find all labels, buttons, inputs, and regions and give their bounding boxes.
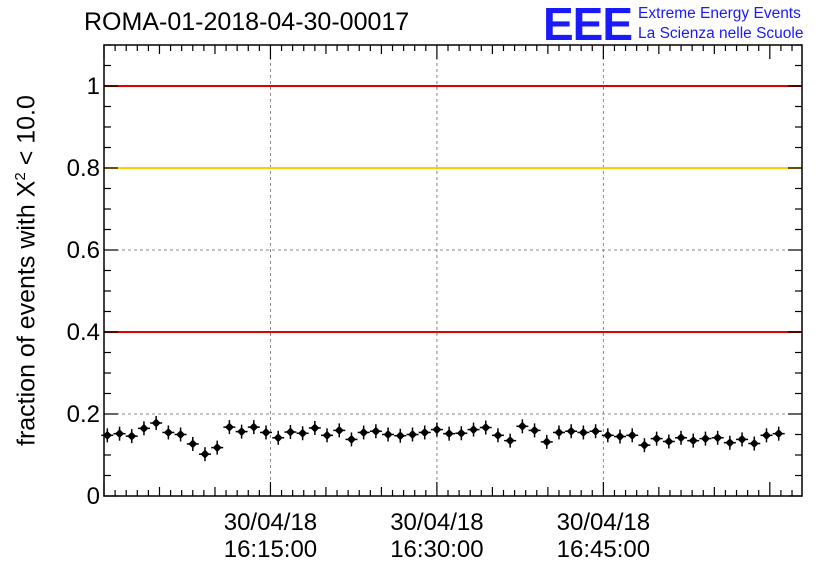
data-point	[749, 439, 759, 449]
y-tick-label: 0	[87, 483, 100, 510]
eee-logo-text: Extreme Energy Events La Scienza nelle S…	[638, 4, 803, 44]
data-point	[578, 427, 588, 437]
logo-line-1: Extreme Energy Events	[638, 5, 801, 22]
data-point	[383, 430, 393, 439]
data-point	[176, 430, 186, 439]
data-point	[432, 425, 442, 435]
data-point	[481, 423, 491, 433]
data-point	[261, 427, 271, 437]
data-point	[139, 423, 149, 433]
data-point	[163, 427, 173, 437]
eee-logo: EEE Extreme Energy Events La Scienza nel…	[543, 0, 804, 50]
plot-frame	[103, 44, 803, 497]
data-point	[200, 449, 210, 459]
x-tick-label-date: 30/04/18	[390, 509, 483, 536]
data-point	[407, 430, 417, 439]
data-point	[615, 432, 625, 442]
data-point	[127, 431, 137, 441]
y-tick-label: 1	[87, 73, 100, 100]
data-point	[725, 438, 735, 448]
data-point	[395, 431, 405, 441]
data-point	[737, 434, 747, 444]
data-point	[273, 433, 283, 443]
data-point	[115, 429, 125, 439]
data-point	[700, 434, 710, 444]
data-point	[761, 430, 771, 440]
data-point	[346, 434, 356, 444]
data-point	[420, 427, 430, 437]
data-point	[542, 437, 552, 447]
data-point	[249, 422, 259, 432]
x-tick-label-time: 16:15:00	[224, 536, 317, 563]
data-point	[456, 428, 466, 438]
data-point	[469, 425, 479, 435]
data-point	[639, 440, 649, 450]
data-point	[603, 430, 613, 440]
x-tick-label-time: 16:45:00	[557, 536, 650, 563]
data-point	[212, 443, 222, 453]
x-tick-label-time: 16:30:00	[390, 536, 483, 563]
data-point	[591, 426, 601, 436]
data-point	[627, 430, 637, 440]
data-point	[664, 436, 674, 446]
data-point	[530, 425, 540, 435]
data-point	[517, 421, 527, 431]
data-point	[713, 433, 723, 443]
data-point	[188, 439, 198, 449]
y-tick-label: 0.2	[67, 401, 100, 428]
data-point	[774, 429, 784, 439]
data-point	[676, 433, 686, 443]
chart-title: ROMA-01-2018-04-30-00017	[84, 8, 410, 36]
data-point	[102, 430, 112, 440]
data-point	[310, 423, 320, 433]
data-point	[285, 427, 295, 437]
y-tick-label: 0.4	[67, 319, 100, 346]
data-point	[371, 426, 381, 436]
data-point	[554, 427, 564, 437]
data-point	[298, 428, 308, 438]
data-point	[444, 429, 454, 439]
data-point	[566, 426, 576, 436]
data-point	[237, 427, 247, 437]
data-point	[151, 418, 161, 428]
data-point	[359, 427, 369, 437]
data-point	[493, 430, 503, 440]
x-tick-label-date: 30/04/18	[224, 509, 317, 536]
data-point	[334, 425, 344, 435]
y-tick-label: 0.8	[67, 155, 100, 182]
data-point	[322, 430, 332, 440]
x-tick-label-date: 30/04/18	[557, 509, 650, 536]
data-point	[652, 434, 662, 444]
data-point	[688, 436, 698, 446]
eee-logo-mark: EEE	[543, 0, 633, 50]
y-tick-label: 0.6	[67, 237, 100, 264]
data-point	[505, 436, 515, 446]
data-point	[224, 422, 234, 432]
logo-line-2: La Scienza nelle Scuole	[638, 25, 804, 42]
